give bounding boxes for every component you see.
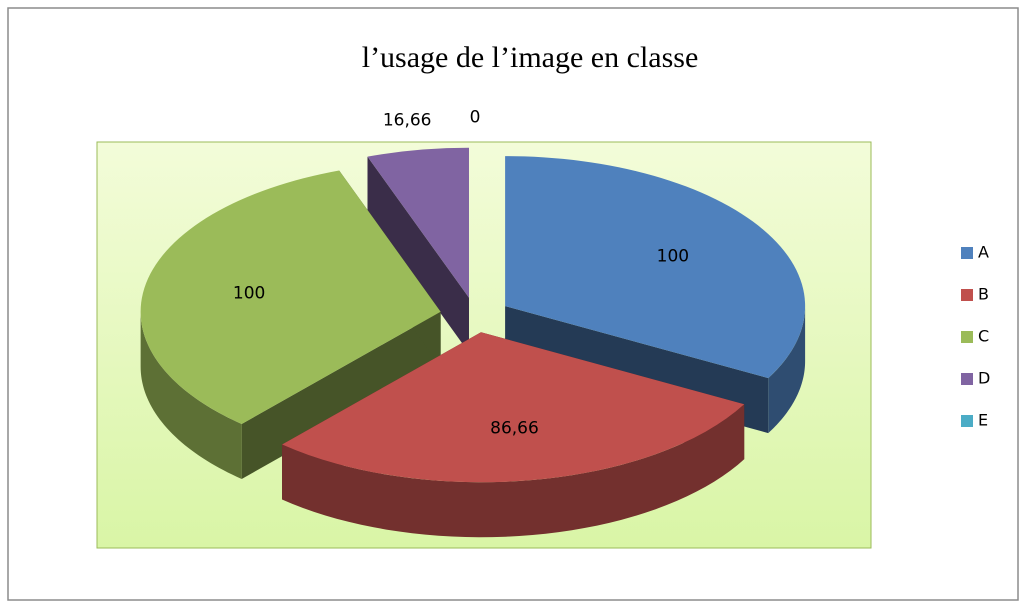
slice-side [768,306,806,434]
chart-title: l’usage de l’image en classe [362,41,699,74]
legend-label: C [978,327,989,346]
slice-wall [367,156,469,353]
slice-wall [241,311,441,479]
legend-label: A [978,243,989,262]
value-label: 100 [657,246,689,266]
legend-swatch [961,331,973,343]
value-label: 16,66 [383,110,432,130]
value-label: 100 [233,283,265,303]
legend-swatch [961,415,973,427]
legend-label: B [978,285,989,304]
legend: A B C D E [961,243,990,430]
legend-swatch [961,289,973,301]
slice [367,147,469,298]
legend-label: E [978,411,988,430]
value-label: 0 [470,108,481,128]
slice [140,170,441,424]
legend-swatch [961,247,973,259]
slice [505,156,806,379]
slice-side [140,311,242,479]
slice-side [282,404,745,538]
value-label: 86,66 [490,418,539,438]
legend-label: D [978,369,990,388]
legend-swatch [961,373,973,385]
pie: 16,66 100 100 86,66 0 [140,108,806,538]
slice [282,332,745,483]
